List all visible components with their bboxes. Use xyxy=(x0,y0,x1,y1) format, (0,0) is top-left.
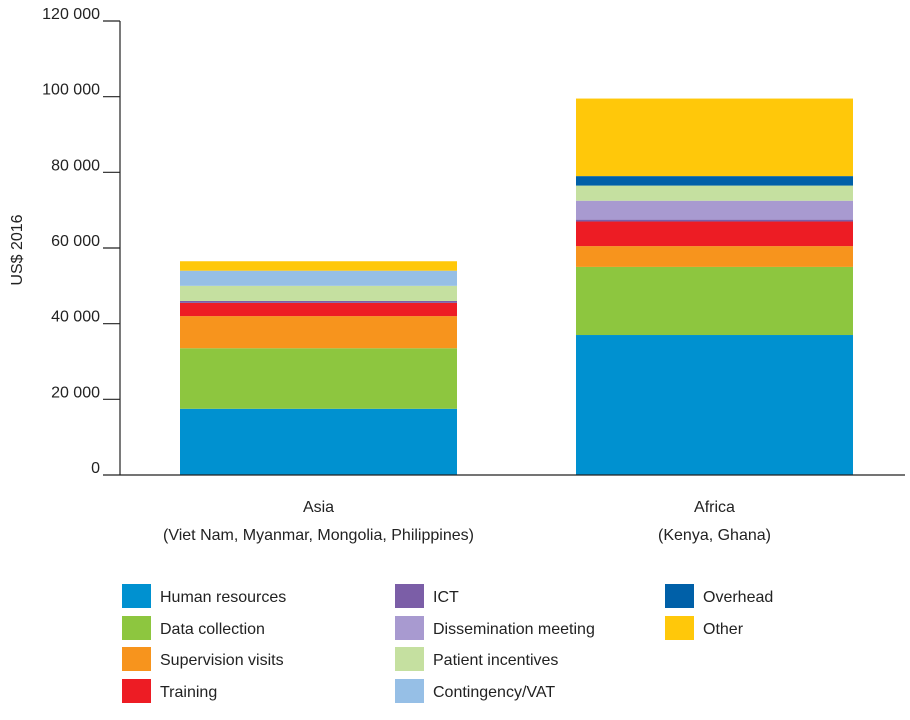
bar-segment xyxy=(576,266,853,336)
legend-item: Dissemination meeting xyxy=(395,616,595,640)
legend-item: Other xyxy=(665,616,744,640)
legend-swatch xyxy=(395,584,424,608)
bar-segment xyxy=(576,335,853,475)
legend-swatch xyxy=(122,679,151,703)
bar-segment xyxy=(576,185,853,201)
legend-swatch xyxy=(122,584,151,608)
category-label: Asia xyxy=(303,499,334,516)
legend-swatch xyxy=(395,616,424,640)
legend-label: Data collection xyxy=(160,621,265,638)
legend-label: Overhead xyxy=(703,589,773,606)
bar-segment xyxy=(180,316,457,349)
legend-item: Supervision visits xyxy=(122,647,284,671)
legend-swatch xyxy=(122,647,151,671)
legend-label: Human resources xyxy=(160,589,286,606)
legend-item: Contingency/VAT xyxy=(395,679,555,703)
category-sublabel: (Viet Nam, Myanmar, Mongolia, Philippine… xyxy=(163,527,474,544)
legend-item: Patient incentives xyxy=(395,647,558,671)
bar-segment xyxy=(576,221,853,247)
x-axis: Asia (Viet Nam, Myanmar, Mongolia, Philip… xyxy=(120,474,905,544)
y-tick-label: 40 000 xyxy=(51,309,100,326)
legend-swatch xyxy=(395,679,424,703)
y-tick-label: 60 000 xyxy=(51,233,100,250)
y-tick-label: 20 000 xyxy=(51,384,100,401)
y-axis-title: US$ 2016 xyxy=(9,214,26,285)
legend-swatch xyxy=(665,616,694,640)
y-tick-label: 0 xyxy=(91,460,100,477)
legend-label: Contingency/VAT xyxy=(433,684,555,701)
y-tick-label: 120 000 xyxy=(42,6,100,23)
bar-segment xyxy=(576,246,853,267)
bar-segment xyxy=(180,302,457,317)
legend-item: ICT xyxy=(395,584,459,608)
legend-item: Human resources xyxy=(122,584,286,608)
bar-segment xyxy=(576,219,853,222)
category-label: Africa xyxy=(694,499,735,516)
legend-swatch xyxy=(395,647,424,671)
bar-segment xyxy=(576,176,853,186)
legend-item: Data collection xyxy=(122,616,265,640)
legend-swatch xyxy=(665,584,694,608)
y-tick-label: 100 000 xyxy=(42,82,100,99)
legend-label: Training xyxy=(160,684,217,701)
bar-segment xyxy=(180,285,457,301)
bar-segment xyxy=(180,270,457,286)
bar-stack xyxy=(576,98,853,475)
legend-label: Supervision visits xyxy=(160,652,284,669)
category-sublabel: (Kenya, Ghana) xyxy=(658,527,771,544)
bar-segment xyxy=(576,98,853,177)
legend: Human resources Data collection Supervisio… xyxy=(122,584,773,703)
y-tick-label: 80 000 xyxy=(51,157,100,174)
y-axis: 0 20 000 40 000 60 000 80 000 100 000 120 000 xyxy=(42,6,121,477)
bar-segment xyxy=(576,200,853,220)
legend-label: Other xyxy=(703,621,744,638)
bar-segment xyxy=(180,348,457,409)
legend-item: Training xyxy=(122,679,217,703)
legend-label: ICT xyxy=(433,589,459,606)
legend-label: Patient incentives xyxy=(433,652,558,669)
legend-swatch xyxy=(122,616,151,640)
legend-label: Dissemination meeting xyxy=(433,621,595,638)
bar-stack xyxy=(180,261,457,475)
legend-item: Overhead xyxy=(665,584,773,608)
bar-segment xyxy=(180,261,457,271)
bar-segment xyxy=(180,408,457,475)
bar-segment xyxy=(180,300,457,303)
bars xyxy=(180,98,853,475)
